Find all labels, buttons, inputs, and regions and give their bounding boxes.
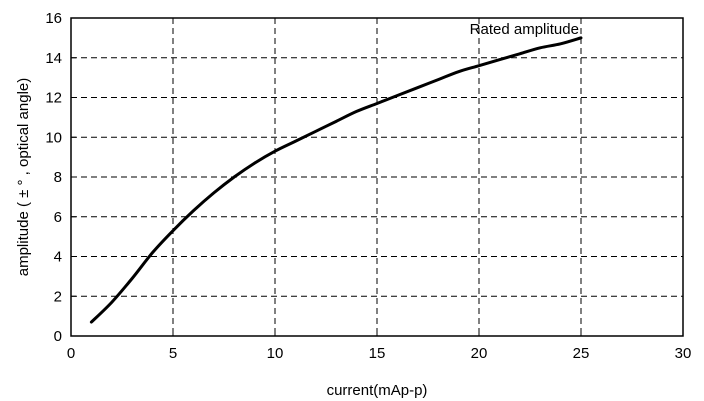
- x-tick-label: 15: [369, 345, 386, 362]
- y-tick-label: 12: [45, 90, 62, 107]
- x-tick-label: 30: [675, 345, 692, 362]
- x-tick-label: 25: [573, 345, 590, 362]
- y-axis-label: amplitude ( ± ° , optical angle): [15, 78, 32, 277]
- y-tick-label: 8: [54, 169, 62, 186]
- x-axis-label: current(mAp-p): [327, 382, 428, 399]
- y-tick-label: 4: [54, 249, 62, 266]
- x-axis-tick-labels: 0 5 10 15 20 25 30: [67, 345, 692, 362]
- x-tick-label: 20: [471, 345, 488, 362]
- y-tick-label: 10: [45, 129, 62, 146]
- axis-ticks: [70, 17, 684, 337]
- rated-amplitude-annotation: Rated amplitude: [470, 21, 579, 38]
- series-layer: [89, 36, 583, 324]
- x-tick-label: 10: [267, 345, 284, 362]
- x-tick-label: 5: [169, 345, 177, 362]
- y-tick-label: 2: [54, 288, 62, 305]
- y-tick-label: 14: [45, 50, 62, 67]
- y-axis-tick-labels: 0 2 4 6 8 10 12 14 16: [45, 10, 62, 345]
- series-line-0: [89, 36, 583, 324]
- y-tick-label: 0: [54, 328, 62, 345]
- grid-lines: [71, 18, 683, 336]
- y-tick-label: 6: [54, 209, 62, 226]
- x-tick-label: 0: [67, 345, 75, 362]
- y-tick-label: 16: [45, 10, 62, 27]
- annotation-layer: Rated amplitude: [470, 21, 579, 38]
